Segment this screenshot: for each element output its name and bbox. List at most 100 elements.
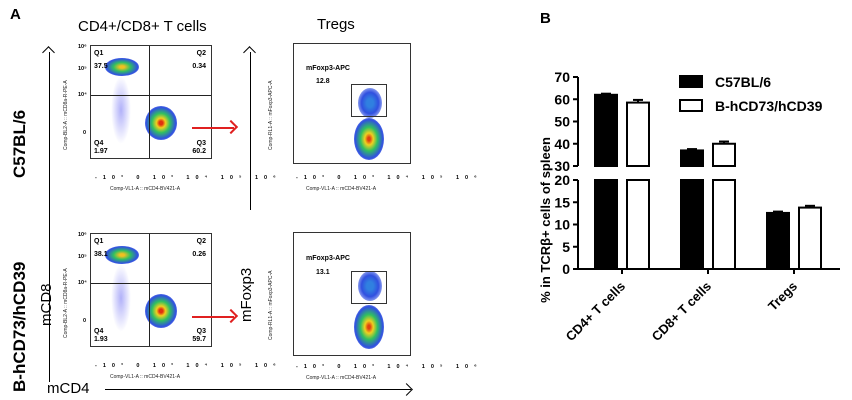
y-tick-label: 10 bbox=[554, 217, 570, 233]
facs-x-ticks: -10³ 0 10³ 10⁴ 10⁵ 10⁶ bbox=[95, 175, 282, 181]
facs-y-label: Comp-RL1-A :: mFoxp3-APC-A bbox=[268, 80, 274, 150]
quadrant-value: 38.1 bbox=[94, 251, 108, 258]
bar-1-0-lower bbox=[680, 179, 704, 270]
chart-axes: 30 40 50 60 70 0 5 10 15 20 bbox=[554, 69, 840, 277]
facs-plot-treg-c57bl6: mFoxp3-APC 12.8 bbox=[293, 43, 411, 164]
legend-label: B-hCD73/hCD39 bbox=[715, 98, 823, 114]
red-arrow-icon bbox=[192, 127, 234, 129]
mcd4-axis-arrow bbox=[105, 389, 411, 390]
arrow-head-up-icon bbox=[243, 46, 256, 59]
quadrant-name: Q4 bbox=[94, 140, 104, 147]
quadrant-name: Q2 bbox=[196, 238, 206, 245]
facs-plot-cd4cd8-bhcd73hcd39: Q1 38.1 Q2 0.26 Q3 59.7 Q4 1.93 bbox=[90, 233, 212, 347]
quadrant-name: Q2 bbox=[196, 50, 206, 57]
y-tick-label: 70 bbox=[554, 69, 570, 85]
facs-x-label: Comp-VL1-A :: mCD4-BV421-A bbox=[110, 186, 181, 192]
quadrant-name: Q1 bbox=[94, 50, 104, 57]
cell-population bbox=[105, 58, 139, 76]
quadrant-name: Q4 bbox=[94, 328, 104, 335]
column-title-tregs: Tregs bbox=[317, 16, 355, 33]
chart-bars bbox=[594, 92, 822, 270]
facs-y-label: Comp-BL2-A :: mCD8a-R-PE-A bbox=[63, 80, 69, 150]
cell-population bbox=[354, 305, 384, 349]
bar-0-0-lower bbox=[594, 179, 618, 270]
y-tick-label: 0 bbox=[562, 261, 570, 277]
facs-x-label: Comp-VL1-A :: mCD4-BV421-A bbox=[306, 375, 377, 381]
cell-population bbox=[145, 106, 177, 140]
x-tick-labels: CD4+ T cells CD8+ T cells Tregs bbox=[563, 279, 801, 345]
facs-y-tick: 10⁶ bbox=[78, 232, 87, 238]
facs-y-tick: 10⁵ bbox=[78, 66, 87, 72]
facs-x-ticks: -10³ 0 10³ 10⁴ 10⁵ 10⁶ bbox=[296, 364, 483, 370]
facs-x-ticks: -10³ 0 10³ 10⁴ 10⁵ 10⁶ bbox=[95, 363, 282, 369]
y-tick-label: 60 bbox=[554, 91, 570, 107]
treg-gate bbox=[351, 271, 387, 304]
quadrant-value: 0.26 bbox=[192, 251, 206, 258]
facs-y-tick: 10⁴ bbox=[78, 280, 87, 286]
y-axis-label: % in TCRβ+ cells of spleen bbox=[538, 137, 553, 303]
x-tick-label: CD8+ T cells bbox=[649, 279, 715, 345]
facs-y-tick: 10⁵ bbox=[78, 254, 87, 260]
red-arrow-icon bbox=[192, 316, 234, 318]
bar-2-0 bbox=[766, 211, 790, 270]
quadrant-name: Q1 bbox=[94, 238, 104, 245]
column-title-cd4cd8: CD4+/CD8+ T cells bbox=[78, 18, 207, 35]
quadrant-name: Q3 bbox=[196, 328, 206, 335]
gate-value: 12.8 bbox=[316, 78, 330, 85]
cell-population bbox=[111, 76, 131, 144]
cell-population bbox=[358, 88, 382, 118]
bar-0-1-lower bbox=[626, 179, 650, 270]
quadrant-value: 0.34 bbox=[192, 63, 206, 70]
y-tick-label: 5 bbox=[562, 239, 570, 255]
cell-population bbox=[354, 118, 384, 160]
quadrant-value: 1.97 bbox=[94, 148, 108, 155]
y-tick-label: 30 bbox=[554, 158, 570, 174]
mfoxp3-axis-arrow bbox=[250, 52, 251, 210]
gate-name: mFoxp3-APC bbox=[306, 255, 350, 262]
bar-0-1 bbox=[626, 101, 650, 167]
quadrant-value: 59.7 bbox=[192, 336, 206, 343]
facs-y-tick: 10⁴ bbox=[78, 92, 87, 98]
gate-value: 13.1 bbox=[316, 269, 330, 276]
bar-1-0 bbox=[680, 149, 704, 168]
bar-1-1-lower bbox=[712, 179, 736, 270]
chart-legend: C57BL/6 B-hCD73/hCD39 bbox=[679, 74, 823, 114]
legend-swatch bbox=[679, 75, 703, 88]
facs-x-label: Comp-VL1-A :: mCD4-BV421-A bbox=[110, 374, 181, 380]
panel-b-letter: B bbox=[540, 10, 551, 27]
facs-y-label: Comp-BL2-A :: mCD8a-R-PE-A bbox=[63, 268, 69, 338]
facs-x-ticks: -10³ 0 10³ 10⁴ 10⁵ 10⁶ bbox=[296, 175, 483, 181]
cell-population bbox=[145, 294, 177, 328]
quadrant-name: Q3 bbox=[196, 140, 206, 147]
y-tick-label: 50 bbox=[554, 114, 570, 130]
panel-a-letter: A bbox=[10, 6, 21, 23]
quadrant-value: 60.2 bbox=[192, 148, 206, 155]
legend-swatch bbox=[679, 99, 703, 112]
bar-2-1 bbox=[798, 206, 822, 270]
cell-population bbox=[358, 271, 382, 301]
mfoxp3-axis-label: mFoxp3 bbox=[238, 267, 255, 322]
bar-0-0 bbox=[594, 93, 618, 167]
quadrant-value: 37.5 bbox=[94, 63, 108, 70]
bar-1-1 bbox=[712, 142, 736, 167]
arrow-head-up-icon bbox=[42, 46, 55, 59]
x-tick-label: Tregs bbox=[765, 279, 800, 314]
mcd8-axis-arrow bbox=[49, 52, 50, 382]
row-label-bhcd73hcd39: B-hCD73/hCD39 bbox=[10, 261, 29, 392]
mcd4-axis-label: mCD4 bbox=[47, 380, 90, 397]
bar-chart: % in TCRβ+ cells of spleen 30 40 50 60 70 0 5 1… bbox=[538, 69, 840, 345]
quadrant-value: 1.93 bbox=[94, 336, 108, 343]
facs-y-label: Comp-RL1-A :: mFoxp3-APC-A bbox=[268, 270, 274, 340]
facs-plot-cd4cd8-c57bl6: Q1 37.5 Q2 0.34 Q3 60.2 Q4 1.97 bbox=[90, 45, 212, 159]
gate-name: mFoxp3-APC bbox=[306, 65, 350, 72]
treg-gate bbox=[351, 84, 387, 117]
y-tick-label: 40 bbox=[554, 136, 570, 152]
y-tick-label: 15 bbox=[554, 194, 570, 210]
facs-y-tick: 10⁶ bbox=[78, 44, 87, 50]
cell-population bbox=[111, 264, 131, 332]
facs-y-tick: 0 bbox=[83, 130, 87, 136]
arrow-head-right-icon bbox=[400, 383, 413, 396]
legend-label: C57BL/6 bbox=[715, 74, 771, 90]
facs-x-label: Comp-VL1-A :: mCD4-BV421-A bbox=[306, 186, 377, 192]
facs-y-tick: 0 bbox=[83, 318, 87, 324]
